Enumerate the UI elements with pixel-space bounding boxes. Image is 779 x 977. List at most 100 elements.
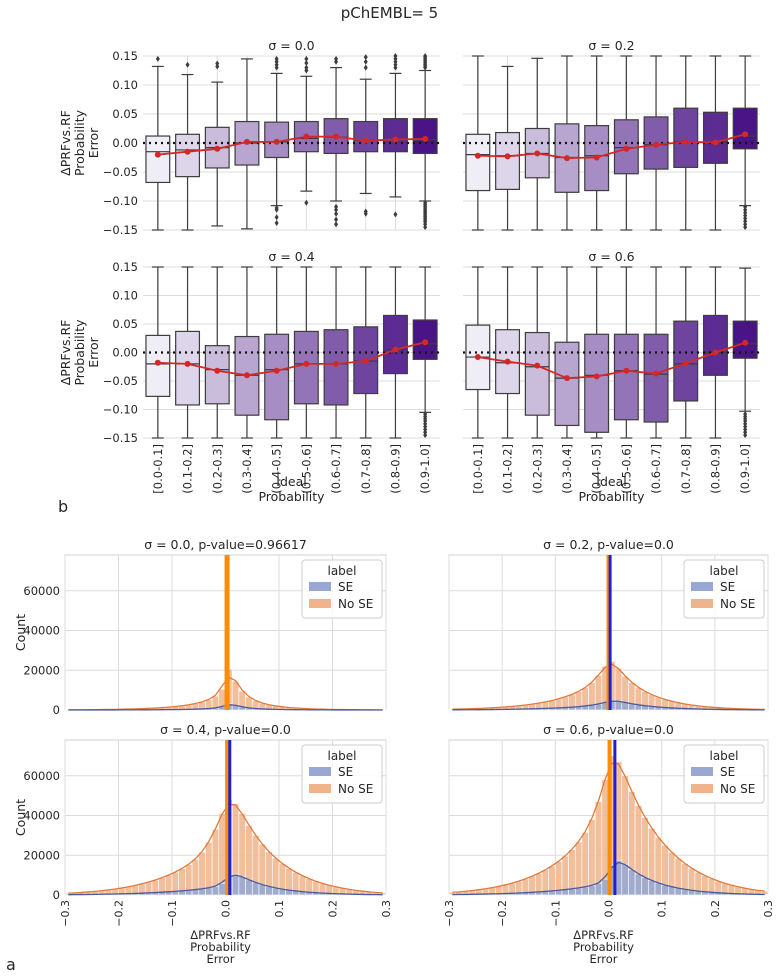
box-panel-4-box-2	[524, 331, 550, 416]
hist-panel-2-legend-label-se: SE	[720, 580, 735, 594]
hist-panel-2-legend-title: label	[709, 564, 738, 578]
box-panel-4-mean-point-0	[474, 354, 481, 361]
box-panel-3-box-5	[293, 330, 319, 405]
hist-panel-4-legend-swatch-se	[691, 767, 713, 776]
box-panel-3-box-8	[382, 314, 408, 375]
hist-panel-1-legend-label-se: SE	[338, 580, 353, 594]
hist-panel-4-bar-se-31	[654, 882, 662, 896]
box-panel-1-outlier-high-8-4	[393, 53, 398, 59]
box-panel-1-mean-point-2	[214, 145, 221, 152]
box-panel-1-box-1	[175, 133, 201, 178]
box-panel-1-outlier-high-7-0	[363, 64, 368, 71]
hist-panel-3-bar-se-22	[211, 886, 220, 896]
hist-panel-4-xlabel-line-1: Probability	[573, 940, 634, 954]
box-panel-1-outlier-high-1-0	[185, 61, 190, 68]
box-panel-1-outlier-high-4-3	[274, 55, 279, 62]
box-panel-3-box-1	[175, 330, 201, 406]
hist-panel-3-ytick-label-3: 60000	[23, 769, 60, 783]
hist-panel-3-xlabel-line-0: ΔPRFvs.RF	[190, 928, 250, 942]
hist-panel-2-legend-swatch-se	[691, 582, 713, 591]
hist-panel-1-ytick-label-1: 20000	[23, 663, 60, 677]
hist-panel-4-xtick-label-0: −0.3	[443, 900, 456, 927]
box-panel-3-mean-point-4	[273, 367, 280, 374]
box-panel-2-box-1	[495, 131, 521, 190]
hist-panel-3-xlabel-line-2: Error	[206, 952, 234, 966]
box-panel-4-mean-line	[477, 341, 746, 380]
box-panel-1-mean-point-4	[273, 138, 280, 145]
hist-panel-3-xlabel-line-1: Probability	[190, 940, 251, 954]
box-panel-3-mean-point-7	[362, 358, 369, 365]
hist-panel-4-bar-se-32	[661, 884, 669, 896]
box-panel-3-ylabel-line-1: Probability	[72, 319, 87, 386]
box-panel-4-xlabel-line-1: Probability	[578, 489, 645, 504]
box-panel-3-xtick-label-9: (0.9-1.0]	[418, 444, 432, 494]
hist-panel-2-bar-se-25	[614, 700, 623, 711]
box-panel-3-xlabel-line-1: Probability	[258, 489, 325, 504]
hist-panel-3-ylabel: Count	[13, 799, 28, 836]
hist-panel-3-legend-label-se: SE	[338, 765, 353, 779]
hist-panel-3-ytick-label-0: 0	[53, 888, 60, 902]
box-panel-3-xtick-label-5: (0.5-0.6]	[299, 444, 313, 494]
hist-panel-4-legend-label-se: SE	[720, 765, 735, 779]
box-panel-4-title: σ = 0.6	[588, 249, 634, 264]
box-panel-1-outlier-low-9-13	[423, 224, 428, 231]
hist-panel-4-xtick-label-3: 0.0	[603, 900, 616, 918]
box-panel-1-outlier-low-4-3	[274, 220, 279, 227]
box-panel-1-outlier-high-7-1	[363, 58, 368, 65]
box-panel-1-mean-point-0	[154, 151, 161, 158]
box-panel-2-mean-point-1	[504, 153, 511, 160]
hist-panel-4-xtick-label-2: −0.1	[549, 900, 562, 927]
hist-panel-4-bar-se-22	[594, 883, 603, 896]
box-panel-4-box-9	[732, 320, 758, 359]
box-panel-2-mean-line	[477, 133, 746, 159]
box-panel-4-box-8	[702, 314, 728, 376]
box-panel-1-title: σ = 0.0	[268, 38, 314, 53]
hist-panel-4-xtick-label-5: 0.2	[709, 900, 722, 918]
hist-panel-3-ytick-label-2: 40000	[23, 809, 60, 823]
hist-panel-4-bar-se-20	[581, 886, 589, 896]
box-panel-3-mean-point-1	[184, 360, 191, 367]
panel-label-b: b	[58, 497, 69, 516]
box-panel-4-xtick-label-5: (0.5-0.6]	[619, 444, 633, 494]
box-panel-4-mean-point-4	[593, 373, 600, 380]
box-panel-1-outlier-high-2-1	[215, 60, 220, 67]
hist-panel-3-bar-se-26	[238, 876, 246, 896]
box-panel-4-mean-point-2	[534, 362, 541, 369]
box-panel-4-box-5	[613, 333, 639, 421]
box-panel-3-outlier-low-9-8	[423, 432, 428, 439]
hist-panel-2-legend-swatch-no-se	[691, 599, 713, 608]
box-panel-3-mean-point-6	[333, 360, 340, 367]
hist-panel-4-xtick-label-4: 0.1	[656, 900, 669, 918]
box-panel-1-outlier-low-6-3	[334, 216, 339, 223]
box-panel-2-box-8	[702, 111, 728, 164]
box-panel-4-xtick-label-7: (0.7-0.8]	[679, 444, 693, 494]
box-panel-4-mean-point-7	[682, 360, 689, 367]
box-panel-4-mean-point-6	[653, 370, 660, 377]
hist-panel-3-bar-se-28	[251, 882, 260, 896]
box-panel-3-xtick-label-8: (0.8-0.9]	[388, 444, 402, 494]
box-panel-3-xtick-label-6: (0.6-0.7]	[329, 444, 343, 494]
box-panel-3-xtick-label-7: (0.7-0.8]	[359, 444, 373, 494]
hist-panel-3-bar-se-21	[205, 887, 213, 896]
hist-panel-3-bar-se-27	[245, 879, 253, 896]
hist-panel-1-title: σ = 0.0, p-value=0.96617	[144, 537, 307, 552]
hist-panel-4-bar-se-26	[621, 863, 629, 896]
box-panel-3-ylabel-line-0: ΔPRFvs.RF	[58, 320, 73, 386]
hist-panel-4-legend-title: label	[709, 749, 738, 763]
box-panel-2-box-0	[465, 133, 491, 192]
box-panel-1-ylabel-line-1: Probability	[72, 109, 87, 176]
hist-panel-2-legend-label-no-se: No SE	[720, 597, 755, 611]
box-panel-1-ytick-label-6: 0.15	[112, 49, 138, 63]
hist-panel-4-title: σ = 0.6, p-value=0.0	[543, 722, 674, 737]
box-panel-1-outlier-low-8-0	[393, 211, 398, 218]
box-panel-2-outlier-low-9-7	[743, 224, 748, 231]
hist-panel-3-xtick-label-6: 0.3	[380, 900, 393, 918]
hist-panel-3-xtick-label-4: 0.1	[273, 900, 286, 918]
box-panel-3-xtick-label-2: (0.2-0.3]	[210, 444, 224, 494]
box-panel-1-ylabel-line-2: Error	[86, 127, 101, 158]
box-panel-3-mean-point-3	[243, 372, 250, 379]
hist-panel-3-ytick-label-1: 20000	[23, 848, 60, 862]
box-panel-4-box-3	[554, 341, 580, 427]
hist-panel-3-bar-se-29	[258, 884, 266, 896]
